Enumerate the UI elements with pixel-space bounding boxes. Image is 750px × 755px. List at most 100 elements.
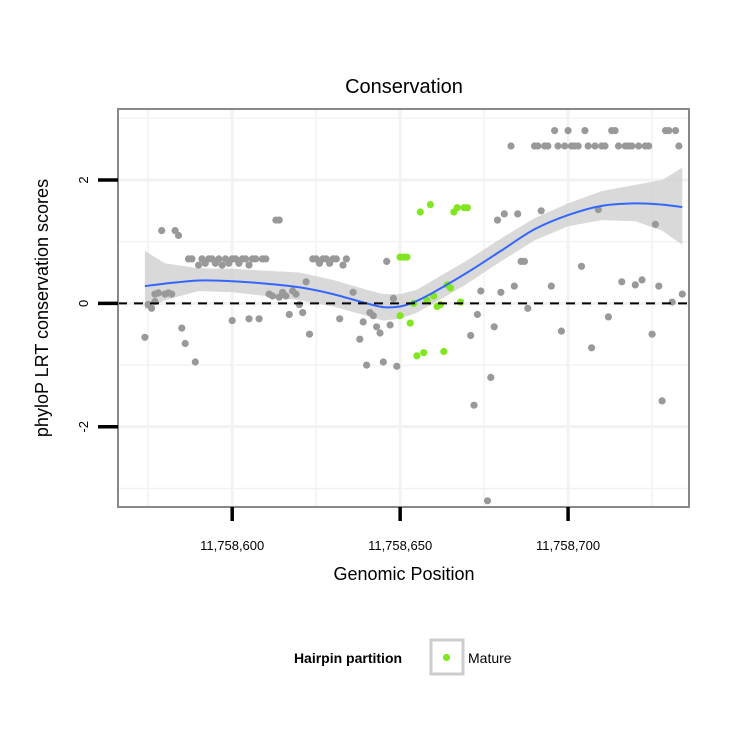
point-other — [376, 329, 384, 337]
y-axis: -2 0 2 — [76, 176, 118, 433]
point-other — [534, 142, 542, 150]
point-other — [349, 288, 357, 296]
point-mature — [403, 253, 411, 261]
point-other — [507, 142, 515, 150]
point-mature — [446, 284, 455, 292]
point-other — [332, 255, 340, 263]
point-other — [379, 358, 387, 366]
chart-title: Conservation — [345, 76, 463, 98]
point-other — [282, 292, 290, 300]
point-other — [148, 304, 156, 312]
point-other — [658, 397, 666, 405]
point-other — [363, 361, 371, 369]
point-other — [154, 289, 162, 297]
point-other — [601, 142, 609, 150]
point-other — [551, 127, 559, 135]
point-other — [635, 142, 643, 150]
point-other — [678, 290, 686, 298]
point-other — [483, 497, 492, 505]
y-tick-label: 2 — [76, 176, 91, 183]
point-other — [493, 216, 502, 224]
point-other — [228, 317, 236, 325]
point-other — [285, 310, 293, 319]
confidence-band-area — [144, 167, 683, 321]
point-other — [245, 315, 253, 323]
point-other — [383, 257, 391, 265]
y-tick-label: 0 — [76, 300, 91, 307]
point-other — [500, 210, 508, 218]
point-other — [299, 309, 307, 317]
point-other — [537, 207, 545, 215]
point-other — [339, 261, 347, 269]
point-mature — [413, 352, 421, 360]
x-axis-label: Genomic Position — [333, 564, 474, 584]
point-other — [584, 142, 592, 150]
point-other — [275, 216, 283, 224]
point-other — [514, 210, 522, 218]
legend: Hairpin partition Mature — [294, 638, 512, 676]
point-mature — [423, 296, 431, 304]
point-other — [242, 255, 250, 263]
point-other — [181, 339, 189, 348]
plot-panel-border — [117, 108, 690, 508]
point-other — [255, 315, 263, 323]
point-other — [470, 401, 478, 409]
point-other — [557, 327, 566, 335]
point-other — [467, 331, 475, 340]
point-other — [520, 257, 529, 265]
point-other — [336, 315, 344, 323]
point-other — [651, 220, 660, 228]
point-other — [295, 301, 303, 309]
point-other — [588, 344, 596, 352]
point-other — [262, 255, 270, 263]
point-other — [141, 333, 149, 341]
point-other — [614, 142, 623, 150]
point-other — [252, 255, 260, 263]
point-mature — [416, 208, 424, 216]
point-mature — [420, 349, 428, 357]
point-other — [591, 142, 599, 150]
point-other — [611, 127, 619, 135]
point-other — [574, 142, 582, 150]
point-mature — [440, 347, 448, 356]
point-other — [174, 231, 183, 240]
point-other — [158, 227, 166, 235]
point-other — [373, 323, 381, 331]
y-tick-label: -2 — [76, 421, 91, 433]
point-other — [490, 323, 498, 331]
point-mature — [453, 204, 461, 212]
point-other — [564, 127, 572, 135]
point-other — [477, 287, 485, 295]
point-other — [628, 142, 636, 150]
point-other — [369, 312, 377, 320]
legend-entry-mature: Mature — [468, 650, 512, 666]
point-mature — [436, 301, 444, 309]
x-tick-label: 11,758,600 — [200, 538, 264, 553]
legend-title: Hairpin partition — [294, 650, 402, 666]
point-other — [268, 292, 277, 300]
point-other — [510, 282, 518, 290]
x-axis: 11,758,600 11,758,650 11,758,700 — [200, 507, 600, 553]
point-other — [561, 142, 569, 150]
point-other — [655, 282, 663, 290]
point-other — [672, 127, 680, 135]
y-axis-label: phyloP LRT conservation scores — [32, 179, 52, 437]
point-other — [305, 330, 314, 338]
point-other — [386, 321, 394, 329]
point-other — [544, 142, 552, 150]
point-other — [665, 127, 673, 135]
point-other — [675, 142, 683, 150]
point-other — [359, 318, 367, 326]
point-mature — [457, 298, 465, 306]
point-other — [554, 142, 562, 150]
point-other — [215, 255, 223, 263]
point-other — [191, 358, 199, 366]
point-other — [487, 373, 495, 381]
point-other — [604, 313, 613, 321]
point-mature — [463, 204, 471, 212]
point-other — [524, 304, 532, 312]
point-other — [648, 330, 656, 338]
point-other — [581, 127, 589, 135]
